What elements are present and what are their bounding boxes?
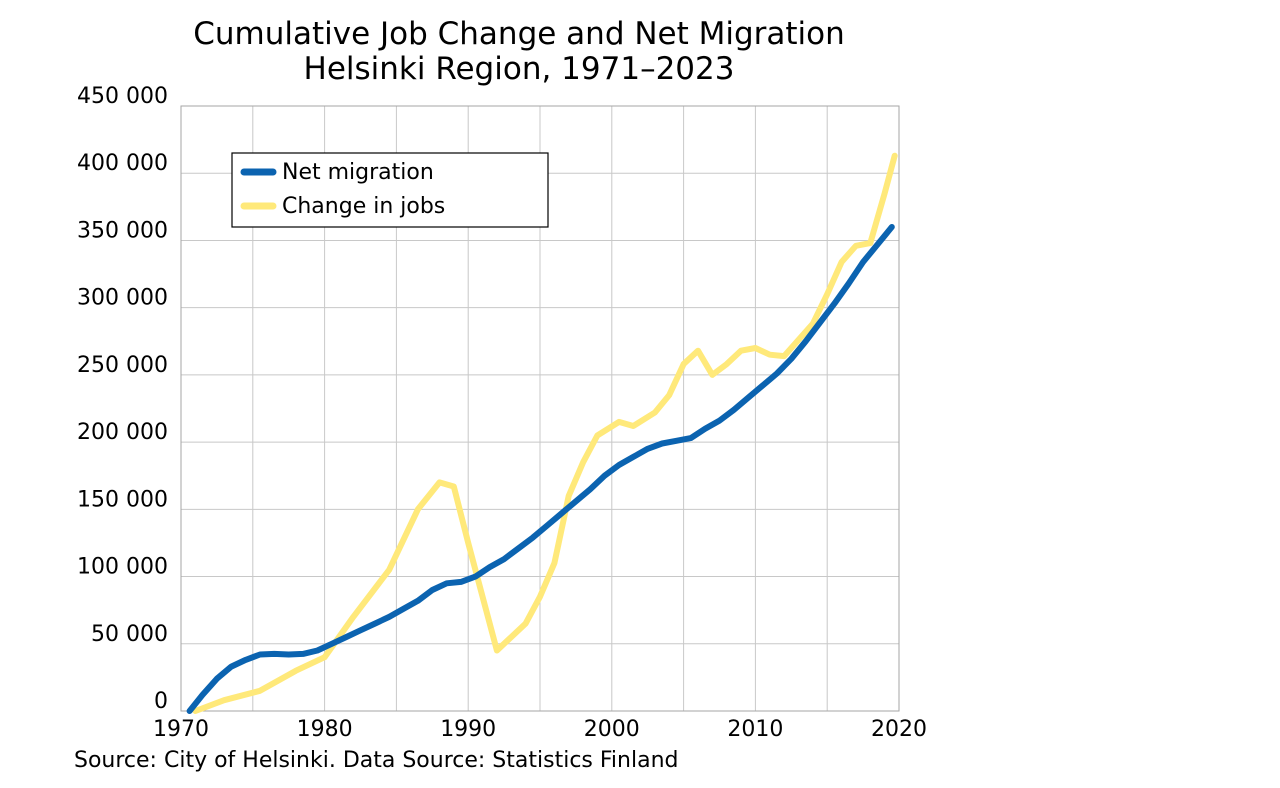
- x-tick-label: 2010: [727, 717, 783, 742]
- legend: Net migration Change in jobs: [231, 152, 549, 228]
- y-tick-label: 50 000: [91, 622, 168, 647]
- y-tick-label: 400 000: [77, 151, 168, 176]
- y-tick-label: 300 000: [77, 286, 168, 311]
- y-tick-label: 350 000: [77, 218, 168, 243]
- x-tick-label: 2000: [584, 717, 640, 742]
- legend-label-change-in-jobs: Change in jobs: [282, 194, 445, 219]
- series-lines: [186, 152, 898, 714]
- series-line-net-migration: [186, 224, 895, 714]
- y-axis-ticks: 0 50 000 100 000 150 000 200 000 250 000 300 0…: [77, 84, 168, 714]
- x-tick-label: 2020: [871, 717, 927, 742]
- y-tick-label: 0: [154, 689, 168, 714]
- series-line-change-in-jobs: [192, 152, 898, 714]
- plot-area-frame: [180, 105, 900, 712]
- chart-title-line-2: Helsinki Region, 1971–2023: [304, 51, 735, 87]
- y-tick-label: 100 000: [77, 555, 168, 580]
- legend-label-net-migration: Net migration: [282, 160, 434, 185]
- x-tick-label: 1970: [153, 717, 209, 742]
- y-tick-label: 250 000: [77, 353, 168, 378]
- x-tick-label: 1980: [297, 717, 353, 742]
- source-note: Source: City of Helsinki. Data Source: S…: [74, 748, 678, 773]
- y-tick-label: 150 000: [77, 487, 168, 512]
- x-tick-label: 1990: [440, 717, 496, 742]
- chart-title-line-1: Cumulative Job Change and Net Migration: [193, 16, 845, 52]
- y-tick-label: 200 000: [77, 420, 168, 445]
- x-axis-ticks: 1970 1980 1990 2000 2010 2020: [153, 717, 927, 742]
- legend-box: [231, 152, 549, 228]
- chart-title: Cumulative Job Change and Net MigrationH…: [193, 16, 845, 87]
- y-tick-label: 450 000: [77, 84, 168, 109]
